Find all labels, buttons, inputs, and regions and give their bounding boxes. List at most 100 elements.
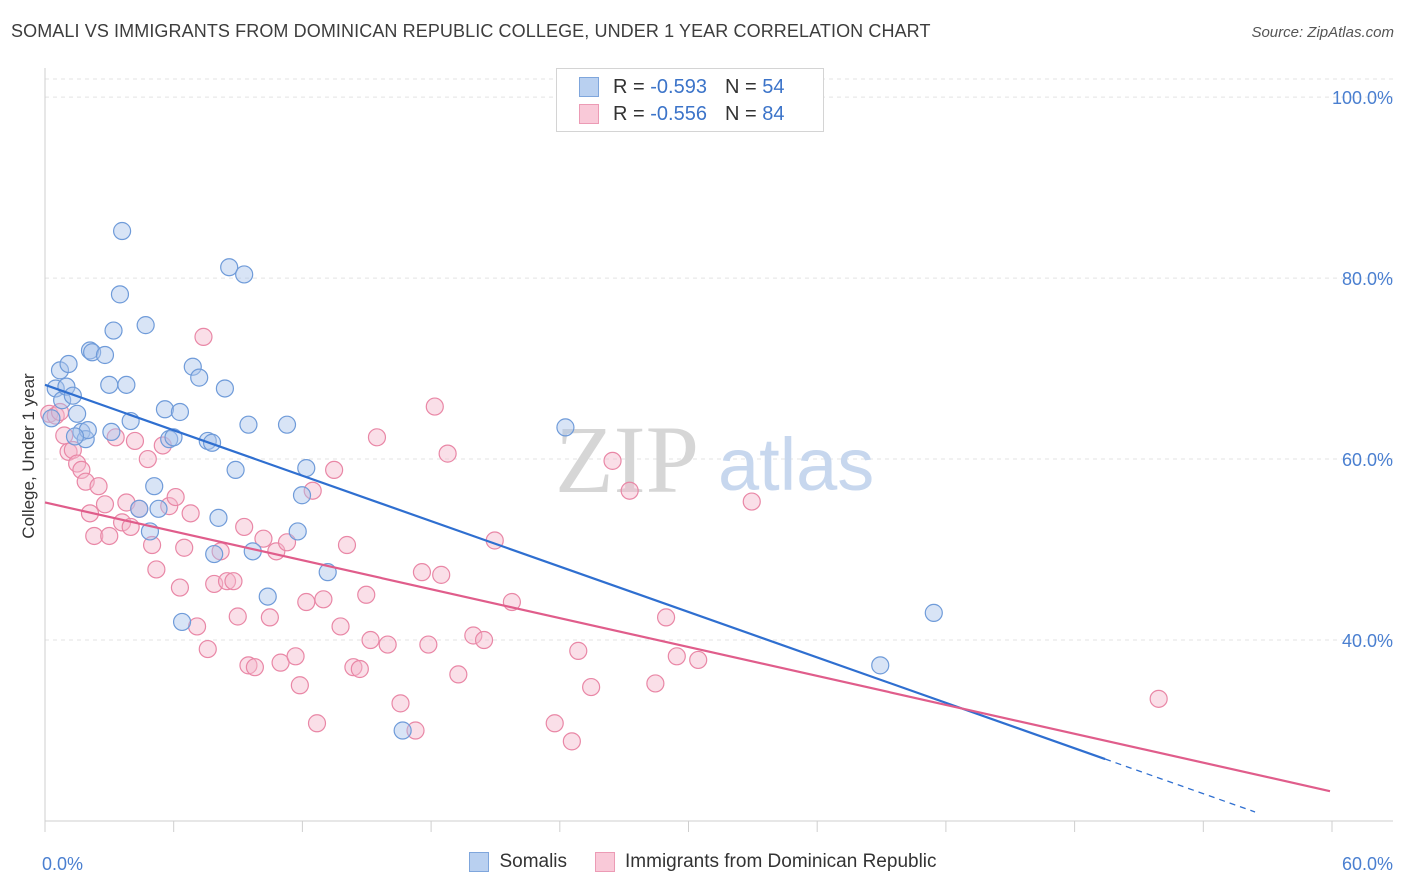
n-value: 84 <box>762 102 785 125</box>
dominican-point <box>166 487 185 507</box>
somalis-point <box>145 477 164 496</box>
somalis-point <box>100 375 119 394</box>
legend-label: Immigrants from Dominican Republic <box>625 851 937 872</box>
dominican-swatch <box>595 852 616 872</box>
dominican-point <box>235 517 254 537</box>
somalis-point <box>149 499 168 518</box>
dominican-point <box>286 647 305 666</box>
x-tick-label: 60.0% <box>1342 854 1393 874</box>
somalis-point <box>104 321 123 340</box>
somalis-trend-extension <box>1104 758 1256 813</box>
legend-item-somalis: Somalis <box>469 851 567 873</box>
dominican-point <box>181 504 200 523</box>
somalis-point <box>170 402 190 422</box>
axes <box>44 68 1393 832</box>
y-tick-label: 100.0% <box>1332 88 1393 108</box>
series-somalis-points <box>42 221 943 740</box>
dominican-point <box>277 533 297 552</box>
somalis-point <box>59 354 78 374</box>
dominican-point <box>562 732 581 751</box>
somalis-point <box>288 522 307 541</box>
dominican-point <box>100 526 119 546</box>
tick-labels: 40.0% 60.0% 80.0% 100.0% 0.0% 60.0% <box>42 88 1393 874</box>
dominican-point <box>260 608 279 627</box>
somalis-point <box>226 460 245 480</box>
dominican-point <box>603 451 622 470</box>
y-axis-title: College, Under 1 year <box>19 373 38 539</box>
dominican-point <box>325 460 344 480</box>
somalis-point <box>68 404 87 423</box>
r-value: -0.593 <box>650 75 707 98</box>
dominican-point <box>1149 689 1168 708</box>
somalis-point <box>136 316 155 335</box>
dominican-point <box>350 659 369 679</box>
somalis-point <box>871 656 890 675</box>
n-label: N = <box>724 75 757 98</box>
r-label: R = <box>613 75 645 98</box>
somalis-point <box>277 415 297 434</box>
dominican-point <box>85 526 104 546</box>
somalis-point <box>239 415 258 434</box>
n-value: 54 <box>762 75 785 98</box>
series-dominican-points <box>40 327 1168 751</box>
dominican-point <box>175 538 194 557</box>
somalis-swatch <box>579 77 599 97</box>
somalis-point <box>117 375 136 394</box>
dominican-point <box>63 440 82 460</box>
dominican-point <box>254 529 273 548</box>
dominican-point <box>194 327 213 346</box>
dominican-point <box>425 397 444 416</box>
dominican-point <box>357 585 376 604</box>
somalis-point <box>205 544 224 564</box>
dominican-point <box>419 635 438 654</box>
dominican-point <box>142 535 162 555</box>
somalis-point <box>95 345 115 365</box>
dominican-point <box>474 630 494 650</box>
dominican-point <box>656 608 676 627</box>
dominican-point <box>646 674 665 693</box>
dominican-point <box>314 590 333 609</box>
source-label: Source: ZipAtlas.com <box>1251 24 1394 41</box>
somalis-point <box>556 418 575 437</box>
dominican-point <box>464 626 483 645</box>
chart-title: SOMALI VS IMMIGRANTS FROM DOMINICAN REPU… <box>11 21 931 41</box>
dominican-point <box>689 650 708 670</box>
dominican-point <box>378 635 397 654</box>
dominican-point <box>432 565 451 584</box>
legend-item-dominican: Immigrants from Dominican Republic <box>595 851 937 873</box>
somalis-point <box>172 612 192 632</box>
somalis-point <box>42 409 61 428</box>
somalis-point <box>209 508 228 527</box>
dominican-point <box>391 694 410 713</box>
watermark-zip: ZIP <box>555 406 699 513</box>
dominican-point <box>406 721 425 740</box>
dominican-point <box>344 658 363 677</box>
trend-lines <box>44 383 1331 813</box>
dominican-point <box>245 658 264 677</box>
x-tick-label: 0.0% <box>42 854 83 874</box>
somalis-point <box>65 427 85 446</box>
dominican-point <box>307 714 327 733</box>
legend-row-dominican: R = -0.556 N = 84 <box>579 101 784 127</box>
dominican-point <box>170 578 190 597</box>
dominican-point <box>290 676 309 695</box>
dominican-point <box>620 481 639 500</box>
dominican-point <box>89 477 108 496</box>
somalis-point <box>183 357 202 376</box>
somalis-point <box>924 603 943 622</box>
somalis-point <box>102 422 121 442</box>
n-label: N = <box>724 102 757 125</box>
legend-label: Somalis <box>499 851 568 872</box>
dominican-point <box>138 449 157 469</box>
r-label: R = <box>613 102 645 125</box>
dominican-point <box>217 572 237 591</box>
somalis-trend-line <box>44 383 1106 761</box>
dominican-point <box>361 630 380 650</box>
y-tick-label: 40.0% <box>1342 631 1393 651</box>
somalis-point <box>258 587 277 606</box>
dominican-point <box>667 647 686 666</box>
dominican-point <box>239 656 258 675</box>
somalis-point <box>215 379 234 398</box>
somalis-point <box>235 265 254 284</box>
somalis-point <box>155 400 175 419</box>
